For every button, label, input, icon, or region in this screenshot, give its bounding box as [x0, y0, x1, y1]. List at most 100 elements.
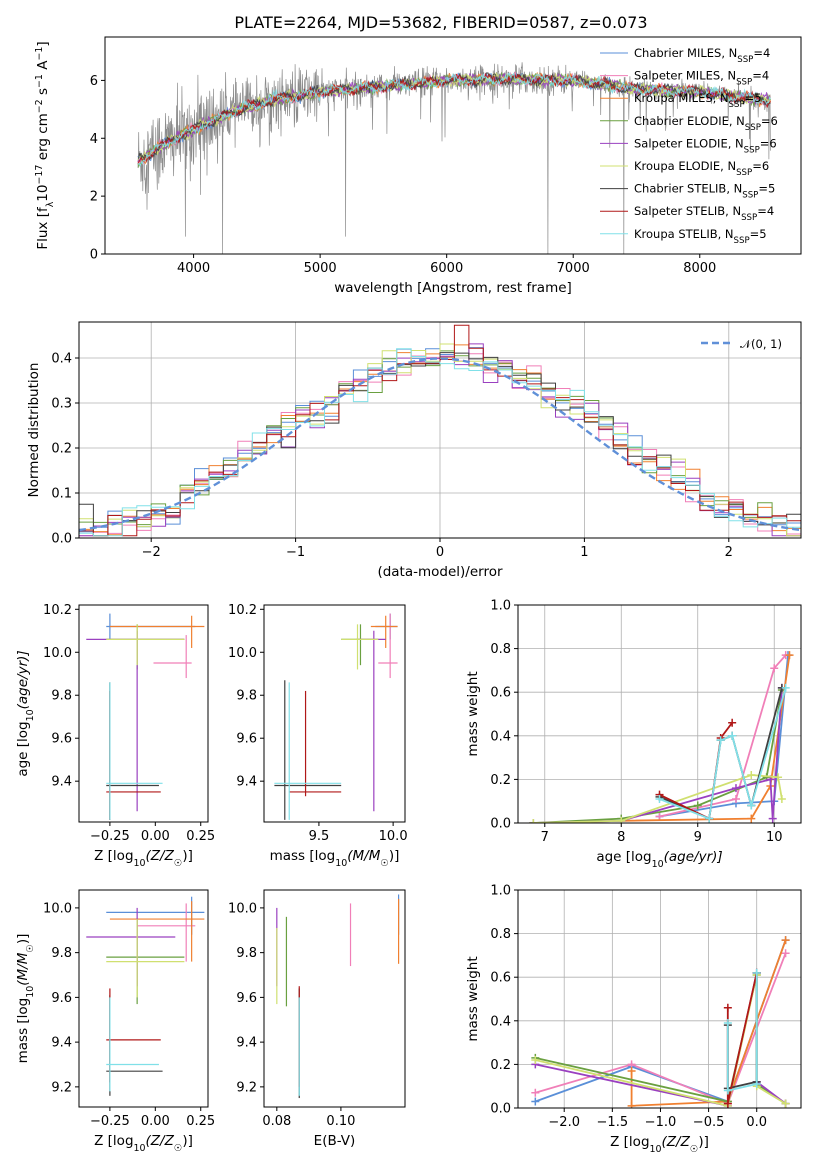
legend-label-salpeter-stelib: Salpeter STELIB, NSSP=4	[634, 204, 774, 223]
legend-text: =4	[752, 69, 769, 83]
y-axis-label-part: A	[35, 60, 51, 74]
legend-text: =6	[761, 114, 778, 128]
legend-subscript: SSP	[734, 236, 750, 246]
plot-area-massweight-vs-age	[529, 651, 794, 823]
y-tick-label: 1.0	[490, 599, 511, 614]
y-tick-label: 9.8	[236, 689, 257, 704]
legend-label-kroupa-elodie: Kroupa ELODIE, NSSP=6	[634, 159, 769, 178]
x-tick-label: 0.25	[186, 829, 215, 844]
x-axis-label: mass [log10(M/M☉)]	[270, 848, 400, 869]
x-axis-label-part: (Z/Z	[146, 1133, 175, 1149]
y-axis-label-part: mass [log	[15, 998, 31, 1064]
axes-residuals: −2 −1 0 1 2 0.0 0.1 0.2 0.3 0.4 (data-model)/error…	[26, 321, 802, 580]
y-tick-label: 0	[90, 248, 98, 263]
panel-age-vs-mass: 9.5 10.0 9.4 9.6 9.8 10.0 10.2 mass [log10(M/M☉…	[228, 603, 408, 869]
y-tick-label: 0.6	[490, 971, 511, 986]
weight-line-chabrier-miles	[659, 655, 789, 818]
spectrum-model-kroupa-stelib	[137, 72, 771, 168]
legend-subscript: SSP	[742, 191, 758, 201]
y-tick-label: 0.2	[490, 773, 511, 788]
y-tick-label: 0.4	[490, 1014, 511, 1029]
grid-massweight-vs-age	[518, 604, 801, 824]
plot-area-massweight-vs-Z	[531, 936, 790, 1108]
y-tick-label: 0.2	[51, 442, 72, 457]
y-axis-label-part: (age/yr)]	[15, 650, 31, 709]
weight-marker-salpeter-miles	[531, 1088, 540, 1097]
weight-marker-chabrier-miles	[531, 1097, 540, 1106]
axes-frame	[78, 889, 209, 1108]
y-axis-label-part: )]	[15, 934, 31, 945]
y-axis-label-part: s	[35, 88, 51, 99]
weight-marker-salpeter-stelib	[723, 1003, 732, 1012]
x-tick-label: −1.0	[645, 1115, 677, 1130]
legend-text: =5	[750, 227, 767, 241]
y-axis-label-part: −17	[34, 165, 45, 185]
figure-title: PLATE=2264, MJD=53682, FIBERID=0587, z=0…	[234, 13, 647, 32]
x-tick-label: 8000	[683, 261, 716, 276]
weight-marker-salpeter-stelib	[728, 718, 737, 727]
y-tick-label: 10.0	[228, 646, 257, 661]
x-axis-label-part: 10	[652, 859, 664, 870]
y-tick-label: 9.6	[236, 732, 257, 747]
x-tick-label: 5000	[304, 261, 337, 276]
y-axis-label-part: 10	[25, 986, 36, 998]
weight-marker-salpeter-miles	[655, 812, 664, 821]
y-tick-label: 9.4	[236, 775, 257, 790]
x-tick-label: 0.25	[186, 1114, 215, 1129]
axes-frame	[517, 889, 802, 1109]
x-axis-label: E(B-V)	[314, 1133, 356, 1149]
weight-marker-kroupa-elodie	[531, 1056, 540, 1065]
weight-marker-kroupa-stelib	[781, 683, 790, 692]
x-axis-label: Z [log10(Z/Z☉)]	[94, 1133, 193, 1154]
weight-marker-kroupa-stelib	[752, 968, 761, 977]
x-axis-label-part: 10	[134, 1143, 146, 1154]
axes-frame	[104, 36, 802, 255]
weight-line-kroupa-stelib	[659, 687, 787, 820]
x-tick-label: −2	[142, 545, 161, 560]
weight-line-kroupa-stelib	[726, 972, 758, 1092]
y-tick-label: 0.8	[490, 642, 511, 657]
panel-spectrum: 4000 5000 6000 7000 8000 0 2 4 6 wavelength [Angs…	[34, 36, 802, 296]
axes-age-vs-Z: −0.25 0.00 0.259.49.69.810.010.2Z [log10(Z…	[15, 603, 215, 869]
x-axis-label-part: )]	[698, 1134, 709, 1150]
axes-frame	[78, 604, 209, 823]
legend-label-kroupa-stelib: Kroupa STELIB, NSSP=5	[634, 227, 767, 246]
legend-text: Salpeter STELIB, N	[634, 204, 741, 218]
weight-marker-kroupa-miles	[627, 1066, 636, 1075]
axes-frame	[78, 321, 802, 539]
y-axis-label-part: −1	[34, 74, 45, 88]
weight-marker-salpeter-elodie	[731, 784, 740, 793]
y-tick-label: 0.6	[490, 686, 511, 701]
weight-marker-kroupa-miles	[627, 1101, 636, 1108]
y-tick-label: 1.0	[490, 884, 511, 899]
weight-marker-kroupa-miles	[747, 814, 756, 823]
x-tick-label: −0.25	[90, 1114, 130, 1129]
y-axis-label-part: −2	[34, 99, 45, 113]
y-tick-label: 10.0	[228, 901, 257, 916]
y-tick-label: 10.2	[43, 603, 72, 618]
x-tick-label: 1	[580, 545, 588, 560]
weight-marker-kroupa-elodie	[777, 795, 786, 804]
legend-subscript: SSP	[729, 100, 745, 110]
plot-area-mass-vs-Z	[86, 896, 205, 1096]
y-tick-label: 9.4	[236, 1036, 257, 1051]
y-tick-label: 9.4	[51, 775, 72, 790]
y-tick-label: 9.6	[51, 991, 72, 1006]
legend-text: Chabrier STELIB, N	[634, 182, 742, 196]
plot-area-age-vs-mass	[274, 613, 398, 820]
y-axis-label: Normed distribution	[26, 363, 42, 498]
axes-massweight-vs-Z: −2.0 −1.5 −1.0 −0.5 0.0 0.0 0.2 0.4 0.6 0.8 1.0 Z […	[465, 884, 802, 1155]
x-tick-label: 7	[541, 830, 549, 845]
x-axis-label-part: mass [log	[270, 848, 336, 864]
y-axis-label-part: 10	[35, 185, 51, 202]
y-tick-label: 9.4	[51, 1036, 72, 1051]
legend-text: =6	[760, 136, 777, 150]
axes-frame	[517, 604, 802, 824]
x-tick-label: 10	[766, 830, 783, 845]
legend-label-salpeter-miles: Salpeter MILES, NSSP=4	[634, 69, 769, 88]
legend-subscript: SSP	[736, 168, 752, 178]
y-tick-label: 0.4	[51, 352, 72, 367]
x-tick-label: −0.25	[90, 829, 130, 844]
weight-marker-kroupa-miles	[785, 651, 794, 660]
